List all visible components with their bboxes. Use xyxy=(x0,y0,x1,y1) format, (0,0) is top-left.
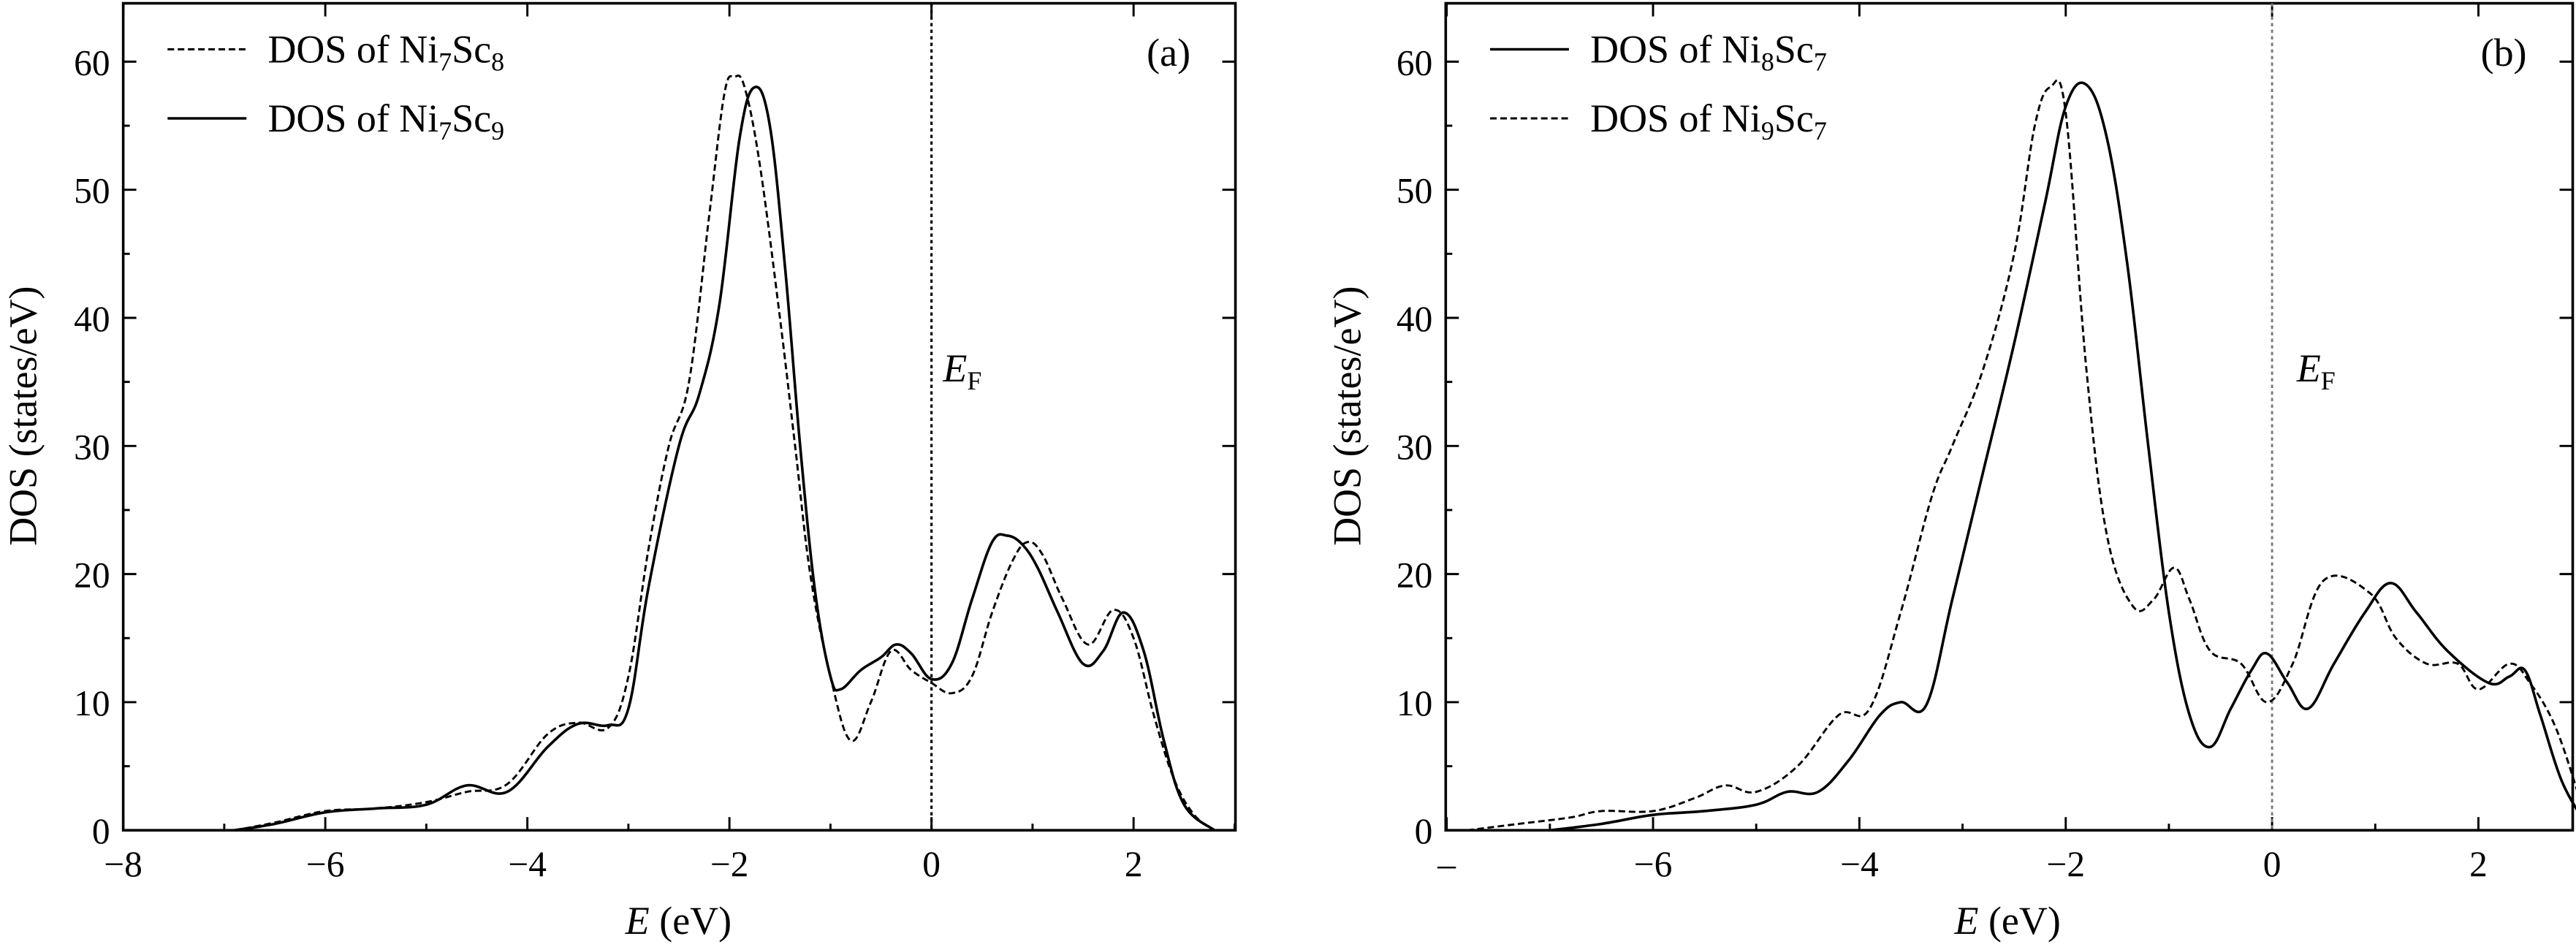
panel-a-tag: (a) xyxy=(1147,31,1190,75)
panel-a-y-tick-label: 30 xyxy=(74,427,110,467)
panel-b-tag: (b) xyxy=(2481,31,2527,75)
panel-a-x-tick-label: −6 xyxy=(306,844,345,884)
panel-a-fermi-label: EF xyxy=(942,346,981,395)
panel-b-series-1-curve xyxy=(1549,81,2576,832)
panel-b-y-axis-label: DOS (states/eV) xyxy=(1325,286,1369,546)
panel-a-series-2-curve xyxy=(234,85,1215,832)
panel-b-series-2-curve xyxy=(1467,79,2576,832)
panel-b-x-axis-label: E (eV) xyxy=(1954,899,2061,943)
panel-b-legend: DOS of Ni8Sc7 DOS of Ni9Sc7 xyxy=(1490,27,1827,145)
panel-b-y-tick-label: 50 xyxy=(1397,171,1432,211)
panel-a-y-tick-label: 50 xyxy=(74,171,110,211)
panel-b-y-tick-label: 60 xyxy=(1397,42,1432,83)
panel-b-x-tick-label: – xyxy=(1437,844,1456,884)
panel-a-frame xyxy=(121,1,1237,832)
panel-b-x-tick-label: −4 xyxy=(1840,844,1879,884)
panel-a-x-tick-label: −4 xyxy=(508,844,547,884)
panel-b-x-tick-label: 0 xyxy=(2263,844,2281,884)
panel-a-x-tick-label: 0 xyxy=(922,844,941,884)
legend-a-entry-1: DOS of Ni7Sc8 xyxy=(267,27,504,76)
panel-b-x-tick-label: 2 xyxy=(2469,844,2488,884)
panel-b-fermi-label: EF xyxy=(2296,346,2336,395)
panel-b-y-tick-label: 10 xyxy=(1397,683,1432,723)
panel-b-y-tick-label: 0 xyxy=(1415,811,1433,851)
panel-a-x-axis-label: E (eV) xyxy=(625,899,732,943)
panel-a-y-tick-label: 0 xyxy=(92,811,110,851)
panel-a-x-tick-label: −2 xyxy=(710,844,749,884)
panel-b-y-tick-label: 30 xyxy=(1397,427,1432,467)
panel-a-y-tick-label: 40 xyxy=(74,299,110,339)
panel-b-x-tick-label: −6 xyxy=(1634,844,1673,884)
legend-b-entry-1: DOS of Ni8Sc7 xyxy=(1590,27,1827,76)
panel-a-curves xyxy=(234,75,1215,832)
panel-a-y-tick-label: 10 xyxy=(74,683,110,723)
panel-a-legend: DOS of Ni7Sc8 DOS of Ni7Sc9 xyxy=(167,27,504,145)
panel-b-y-tick-label: 40 xyxy=(1397,299,1432,339)
legend-a-entry-2: DOS of Ni7Sc9 xyxy=(267,96,504,145)
panel-a-x-tick-label: −8 xyxy=(104,844,143,884)
panel-a-y-tick-label: 20 xyxy=(74,555,110,596)
panel-a-y-tick-label: 60 xyxy=(74,42,110,83)
panel-a-series-1-curve xyxy=(234,75,1215,832)
panel-b-y-tick-label: 20 xyxy=(1397,555,1432,596)
panel-b-frame xyxy=(1444,1,2575,832)
panel-b-curves xyxy=(1467,79,2576,832)
legend-b-entry-2: DOS of Ni9Sc7 xyxy=(1590,96,1827,145)
panel-a-x-tick-label: 2 xyxy=(1125,844,1143,884)
panel-a-y-axis-label: DOS (states/eV) xyxy=(1,286,45,546)
panel-b-x-tick-label: −2 xyxy=(2046,844,2085,884)
